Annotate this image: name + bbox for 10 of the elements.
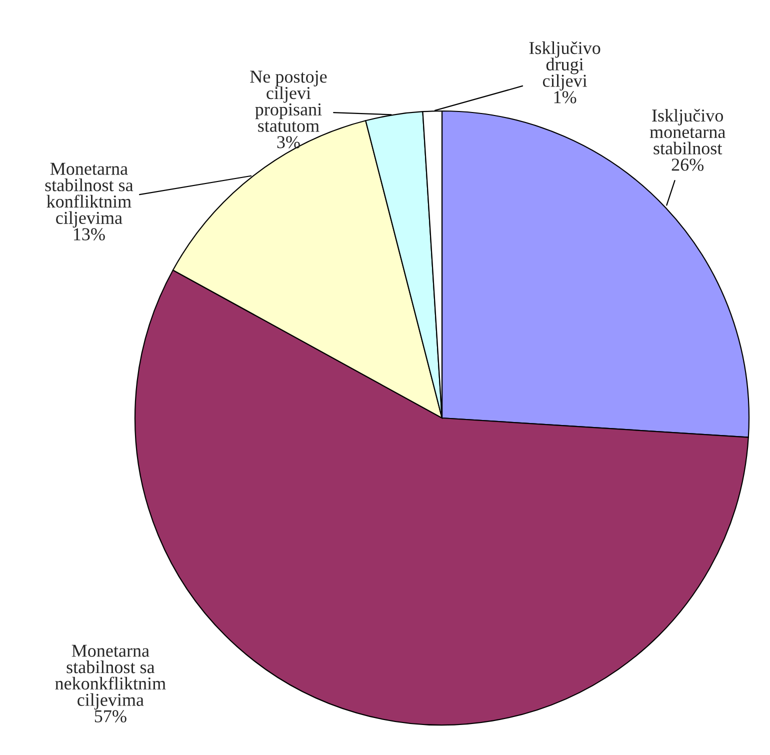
data-label: 1%: [554, 91, 576, 104]
slice-label: Isključivo monetarna stabilnost: [650, 108, 726, 154]
slice-label: Isključivo drugi ciljevi: [529, 41, 600, 91]
data-label: 26%: [672, 158, 704, 171]
data-label: 3%: [277, 136, 300, 148]
slice-label: Ne postoje ciljevi propisani statutom: [250, 70, 327, 132]
slice-label: Monetarna stabilnost sa nekonkfliktnim ciljevima: [55, 644, 166, 710]
slice-label: Monetarna stabilnost sa konfliktnim ciljevima: [45, 162, 134, 228]
data-label: 13%: [74, 228, 105, 240]
data-label: 57%: [94, 710, 126, 722]
